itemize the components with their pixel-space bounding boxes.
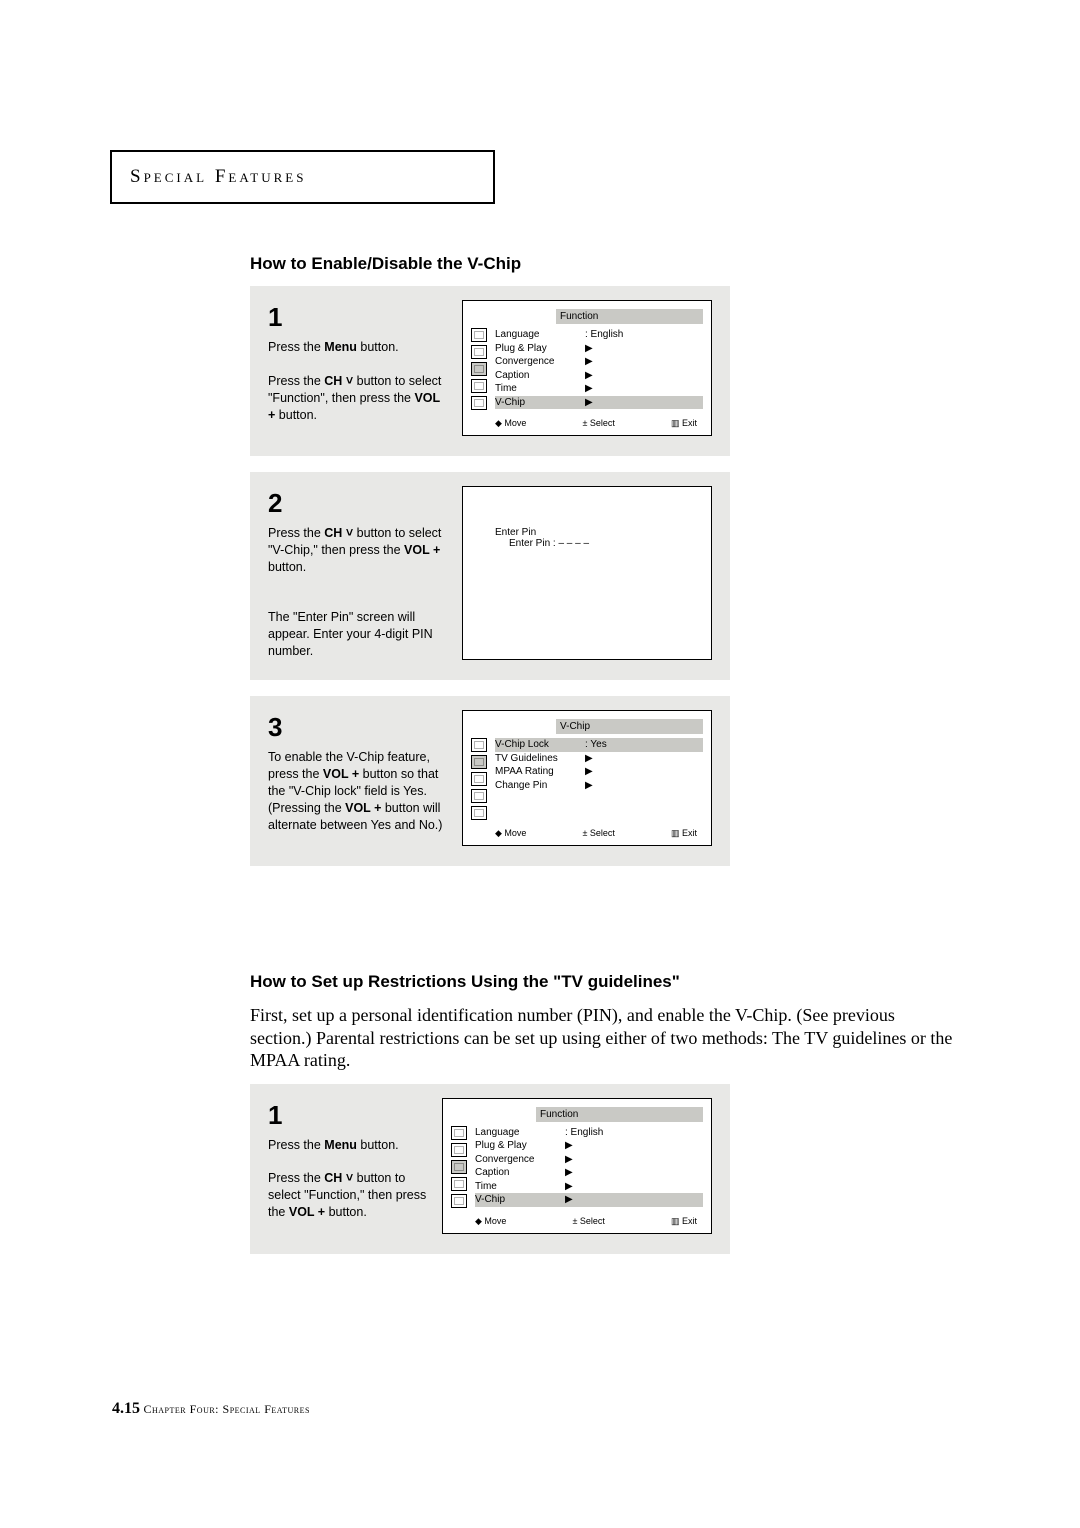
screen-body: V-Chip Lock: Yes TV Guidelines▶ MPAA Rat…: [471, 738, 703, 820]
section-b-intro: First, set up a personal identification …: [250, 1004, 960, 1072]
page-number: 4.15: [112, 1400, 140, 1417]
menu-row: Time▶: [475, 1180, 703, 1194]
header-text: Special Features: [130, 166, 306, 187]
menu-row: V-Chip▶: [475, 1193, 703, 1207]
menu-row: Convergence▶: [475, 1153, 703, 1167]
screen-icons: [471, 738, 489, 820]
step-b1-para: Press the Menu button.: [268, 1137, 428, 1154]
step-b1: 1 Press the Menu button. Press the CH ˅ …: [250, 1084, 730, 1254]
step-b1-text: 1 Press the Menu button. Press the CH ˅ …: [268, 1098, 428, 1234]
menu-icon: [471, 789, 487, 803]
step-1: 1 Press the Menu button. Press the CH ˅ …: [250, 286, 730, 456]
menu-row: Time▶: [495, 382, 703, 396]
menu-icon: [451, 1126, 467, 1140]
step-2-text: 2 Press the CH ˅ button to select "V-Chi…: [268, 486, 448, 660]
step-1-screen: Function Language: English Plug & Play▶ …: [462, 300, 712, 436]
menu-row: MPAA Rating▶: [495, 765, 703, 779]
pin-inner: Enter Pin Enter Pin : – – – –: [473, 527, 701, 549]
step-1-text: 1 Press the Menu button. Press the CH ˅ …: [268, 300, 448, 436]
screen-menu: Language: English Plug & Play▶ Convergen…: [475, 1126, 703, 1208]
menu-icon: [451, 1160, 467, 1174]
menu-icon: [471, 396, 487, 410]
menu-row: Plug & Play▶: [495, 342, 703, 356]
step-b1-para2: Press the CH ˅ button to select "Functio…: [268, 1170, 428, 1221]
menu-icon: [471, 345, 487, 359]
menu-icon: [451, 1177, 467, 1191]
screen-menu: V-Chip Lock: Yes TV Guidelines▶ MPAA Rat…: [495, 738, 703, 820]
screen-title: V-Chip: [556, 719, 703, 734]
step-2-para: Press the CH ˅ button to select "V-Chip,…: [268, 525, 448, 576]
menu-row: TV Guidelines▶: [495, 752, 703, 766]
screen-icons: [451, 1126, 469, 1208]
header-box: Special Features: [110, 150, 495, 204]
page-footer: 4.15 Chapter Four: Special Features: [112, 1400, 310, 1418]
step-b1-screen: Function Language: English Plug & Play▶ …: [442, 1098, 712, 1234]
step-3-num: 3: [268, 710, 448, 745]
section-a-title: How to Enable/Disable the V-Chip: [250, 254, 970, 274]
menu-row: V-Chip Lock: Yes: [495, 738, 703, 752]
menu-row: Convergence▶: [495, 355, 703, 369]
screen-body: Language: English Plug & Play▶ Convergen…: [471, 328, 703, 410]
menu-row: Caption▶: [495, 369, 703, 383]
menu-row: Language: English: [475, 1126, 703, 1140]
step-b1-num: 1: [268, 1098, 428, 1133]
menu-row: Plug & Play▶: [475, 1139, 703, 1153]
screen-menu: Language: English Plug & Play▶ Convergen…: [495, 328, 703, 410]
step-3: 3 To enable the V-Chip feature, press th…: [250, 696, 730, 866]
step-3-screen: V-Chip V-Chip Lock: Yes TV Guidelines▶ M…: [462, 710, 712, 846]
screen-icons: [471, 328, 489, 410]
menu-icon: [471, 755, 487, 769]
step-2-screen: Enter Pin Enter Pin : – – – –: [462, 486, 712, 660]
screen-footer: ◆ Move ± Select ▥ Exit: [471, 414, 703, 429]
step-2: 2 Press the CH ˅ button to select "V-Chi…: [250, 472, 730, 680]
step-1-para2: Press the CH ˅ button to select "Functio…: [268, 373, 448, 424]
menu-icon: [471, 772, 487, 786]
section-b-title: How to Set up Restrictions Using the "TV…: [250, 972, 970, 992]
menu-row: Language: English: [495, 328, 703, 342]
menu-icon: [471, 806, 487, 820]
menu-row: Change Pin▶: [495, 779, 703, 793]
menu-icon: [451, 1194, 467, 1208]
step-1-num: 1: [268, 300, 448, 335]
menu-row: V-Chip▶: [495, 396, 703, 410]
chapter-label: Chapter Four: Special Features: [144, 1402, 310, 1416]
menu-icon: [471, 362, 487, 376]
pin-line: Enter Pin : – – – –: [495, 538, 701, 549]
menu-icon: [451, 1143, 467, 1157]
step-2-para2: The "Enter Pin" screen will appear. Ente…: [268, 609, 448, 660]
menu-icon: [471, 328, 487, 342]
page: Special Features How to Enable/Disable t…: [0, 0, 1080, 1528]
screen-title: Function: [536, 1107, 703, 1122]
screen-title: Function: [556, 309, 703, 324]
screen-body: Language: English Plug & Play▶ Convergen…: [451, 1126, 703, 1208]
screen-footer: ◆ Move ± Select ▥ Exit: [471, 824, 703, 839]
step-3-text: 3 To enable the V-Chip feature, press th…: [268, 710, 448, 846]
pin-title: Enter Pin: [495, 527, 701, 538]
menu-icon: [471, 379, 487, 393]
step-3-para: To enable the V-Chip feature, press the …: [268, 749, 448, 833]
menu-row: Caption▶: [475, 1166, 703, 1180]
step-2-num: 2: [268, 486, 448, 521]
step-1-para: Press the Menu button.: [268, 339, 448, 356]
menu-icon: [471, 738, 487, 752]
screen-footer: ◆ Move ± Select ▥ Exit: [451, 1212, 703, 1227]
